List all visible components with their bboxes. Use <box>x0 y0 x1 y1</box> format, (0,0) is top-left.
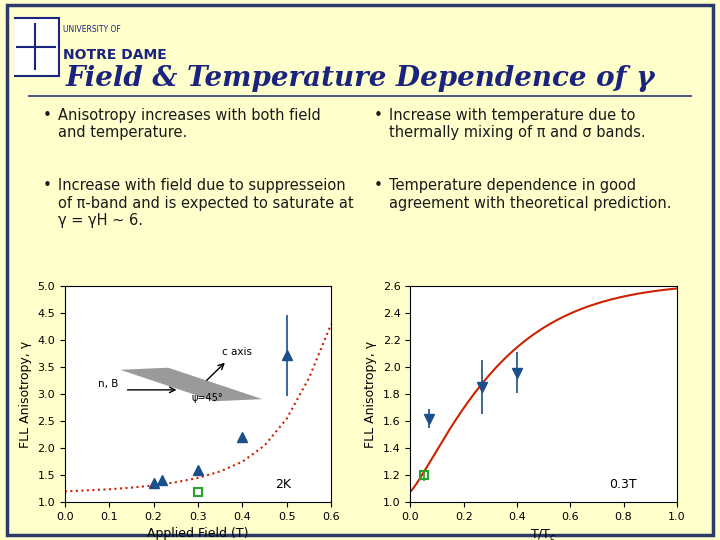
Text: 2K: 2K <box>275 478 291 491</box>
Text: ψ=45°: ψ=45° <box>192 393 223 403</box>
X-axis label: Applied Field (T): Applied Field (T) <box>148 528 248 540</box>
Text: NOTRE DAME: NOTRE DAME <box>63 48 167 62</box>
Text: •: • <box>374 178 382 193</box>
Text: Anisotropy increases with both field
and temperature.: Anisotropy increases with both field and… <box>58 108 320 140</box>
Polygon shape <box>120 368 262 401</box>
X-axis label: T/T$_c$: T/T$_c$ <box>531 528 557 540</box>
Text: •: • <box>42 108 51 123</box>
Text: 0.3T: 0.3T <box>609 478 636 491</box>
FancyBboxPatch shape <box>13 18 59 77</box>
Text: •: • <box>42 178 51 193</box>
Text: n, B: n, B <box>98 379 119 389</box>
Text: Increase with temperature due to
thermally mixing of π and σ bands.: Increase with temperature due to thermal… <box>389 108 645 140</box>
Text: Field & Temperature Dependence of γ: Field & Temperature Dependence of γ <box>66 65 654 92</box>
Y-axis label: FLL Anisotropy, γ: FLL Anisotropy, γ <box>364 341 377 448</box>
Text: UNIVERSITY OF: UNIVERSITY OF <box>63 25 121 35</box>
Text: •: • <box>374 108 382 123</box>
Text: Temperature dependence in good
agreement with theoretical prediction.: Temperature dependence in good agreement… <box>389 178 671 211</box>
Text: Increase with field due to suppresseion
of π-band and is expected to saturate at: Increase with field due to suppresseion … <box>58 178 354 228</box>
Y-axis label: FLL Anisotropy, γ: FLL Anisotropy, γ <box>19 341 32 448</box>
Text: c axis: c axis <box>222 347 253 357</box>
